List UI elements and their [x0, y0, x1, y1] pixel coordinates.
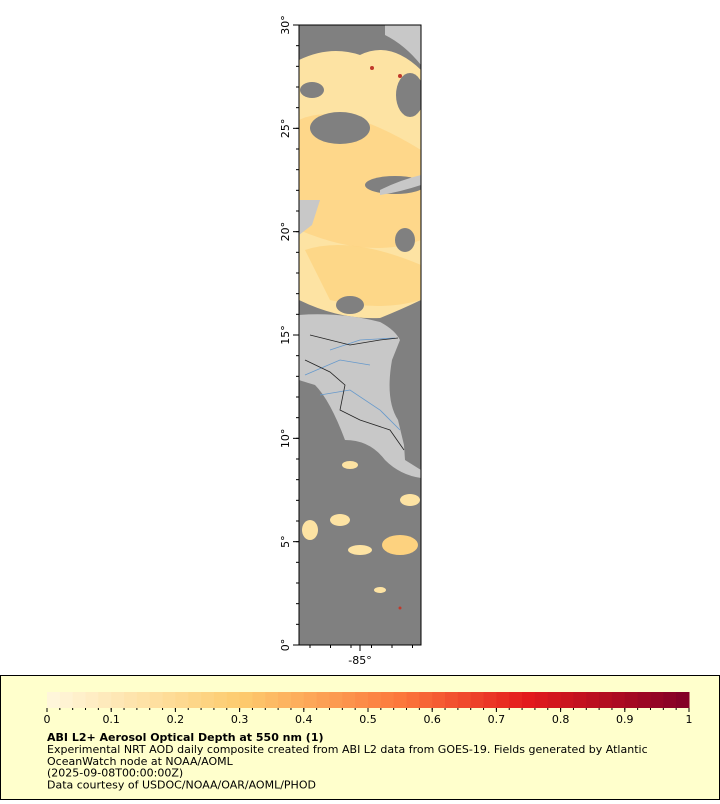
colorbar-cell: [136, 692, 151, 708]
colorbar-cell: [650, 692, 664, 708]
colorbar: 0 0.1 0.2 0.3 0.4 0.5 0.6 0.7 0.8 0.9 1: [44, 692, 693, 726]
legend-title: ABI L2+ Aerosol Optical Depth at 550 nm …: [47, 731, 324, 744]
colorbar-label: 0.6: [423, 713, 441, 726]
colorbar-cell: [509, 692, 523, 708]
colorbar-cell: [201, 692, 215, 708]
colorbar-cell: [162, 692, 176, 708]
colorbar-cell: [599, 692, 613, 708]
colorbar-cell: [637, 692, 651, 708]
colorbar-cell: [611, 692, 626, 708]
colorbar-label: 1: [686, 713, 693, 726]
colorbar-cell: [483, 692, 497, 708]
colorbar-cell: [303, 692, 318, 708]
lat-label: 0°: [279, 639, 292, 652]
colorbar-cell: [368, 692, 382, 708]
colorbar-cell: [445, 692, 459, 708]
lat-label: 5°: [279, 535, 292, 548]
colorbar-cell: [560, 692, 574, 708]
map-axes: 0° 5° 10° 15° 20° 25° 30° -85°: [279, 15, 413, 667]
lat-label: 25°: [279, 119, 292, 139]
lat-label: 30°: [279, 15, 292, 35]
colorbar-cell: [496, 692, 510, 708]
colorbar-cell: [329, 692, 343, 708]
colorbar-cell: [226, 692, 241, 708]
colorbar-cell: [47, 692, 61, 708]
colorbar-cell: [124, 692, 138, 708]
colorbar-label: 0.9: [616, 713, 634, 726]
lat-label: 15°: [279, 325, 292, 345]
colorbar-label: 0.5: [359, 713, 377, 726]
colorbar-cell: [188, 692, 202, 708]
colorbar-cell: [547, 692, 562, 708]
colorbar-cell: [278, 692, 292, 708]
lat-label: 20°: [279, 222, 292, 242]
colorbar-cell: [111, 692, 125, 708]
colorbar-cell: [316, 692, 330, 708]
legend-line: Experimental NRT AOD daily composite cre…: [47, 743, 648, 756]
colorbar-cell: [355, 692, 369, 708]
lon-label: -85°: [348, 654, 371, 667]
colorbar-cell: [419, 692, 433, 708]
legend-line: Data courtesy of USDOC/NOAA/OAR/AOML/PHO…: [47, 778, 316, 791]
legend-line: OceanWatch node at NOAA/AOML: [47, 755, 234, 768]
colorbar-cell: [573, 692, 587, 708]
colorbar-cell: [342, 692, 356, 708]
colorbar-cell: [432, 692, 446, 708]
map-image: [299, 25, 421, 645]
colorbar-label: 0.2: [167, 713, 185, 726]
colorbar-cell: [265, 692, 279, 708]
colorbar-cell: [586, 692, 600, 708]
colorbar-cell: [85, 692, 99, 708]
colorbar-cell: [290, 692, 305, 708]
lat-label: 10°: [279, 429, 292, 449]
colorbar-cell: [98, 692, 112, 708]
colorbar-label: 0.8: [552, 713, 570, 726]
colorbar-cell: [175, 692, 189, 708]
colorbar-label: 0.7: [488, 713, 506, 726]
colorbar-cell: [380, 692, 395, 708]
colorbar-label: 0.4: [295, 713, 313, 726]
colorbar-cell: [72, 692, 87, 708]
colorbar-label: 0.3: [231, 713, 249, 726]
colorbar-label: 0.1: [102, 713, 120, 726]
colorbar-cell: [59, 692, 74, 708]
colorbar-cell: [624, 692, 639, 708]
colorbar-cell: [406, 692, 420, 708]
colorbar-cell: [149, 692, 164, 708]
legend-line: (2025-09-08T00:00:00Z): [47, 767, 183, 780]
colorbar-cell: [213, 692, 228, 708]
colorbar-cell: [676, 692, 690, 708]
colorbar-cell: [534, 692, 549, 708]
colorbar-cell: [239, 692, 253, 708]
colorbar-cell: [393, 692, 408, 708]
colorbar-cell: [663, 692, 677, 708]
colorbar-cell: [522, 692, 536, 708]
colorbar-label: 0: [44, 713, 51, 726]
colorbar-cell: [457, 692, 472, 708]
colorbar-cell: [470, 692, 485, 708]
colorbar-cell: [252, 692, 266, 708]
